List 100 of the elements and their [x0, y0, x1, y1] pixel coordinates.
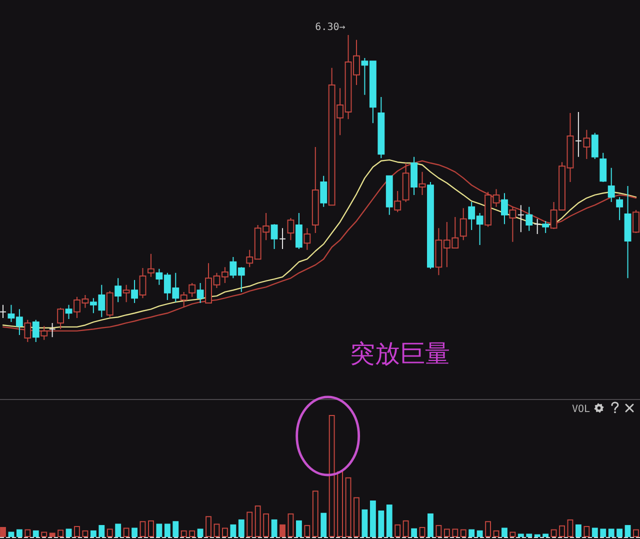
bar — [115, 524, 122, 537]
bar — [140, 521, 146, 537]
bar — [624, 525, 631, 537]
bar — [576, 524, 582, 537]
bar — [271, 519, 278, 537]
candlestick — [148, 253, 154, 278]
bar — [526, 534, 532, 537]
bar — [608, 528, 614, 537]
bar — [74, 526, 80, 537]
bar — [230, 524, 236, 537]
bar — [534, 534, 540, 537]
bar — [214, 524, 220, 537]
candlestick — [575, 112, 582, 158]
bar — [41, 532, 48, 537]
bar — [460, 529, 466, 537]
bar — [238, 519, 244, 537]
bar — [452, 528, 458, 537]
bar — [32, 530, 39, 537]
annotation: 突放巨量 — [350, 339, 450, 368]
candlestick — [402, 162, 410, 203]
candlestick — [287, 217, 294, 241]
bar — [312, 490, 318, 537]
bar — [419, 527, 426, 537]
candlestick — [32, 319, 40, 342]
candlestick — [180, 291, 188, 308]
bar — [172, 521, 179, 537]
bar — [354, 497, 360, 537]
candlestick — [501, 192, 508, 225]
bar — [584, 526, 590, 537]
candlestick — [139, 268, 146, 299]
bar — [436, 525, 442, 537]
bar — [132, 528, 138, 537]
bar — [280, 524, 286, 537]
bar — [559, 525, 565, 537]
bar — [378, 510, 384, 537]
bar — [254, 506, 261, 537]
candlestick — [583, 129, 590, 160]
candlestick — [460, 208, 467, 241]
candlestick — [542, 220, 550, 234]
bar — [180, 530, 187, 537]
bar — [493, 530, 500, 537]
candlestick — [0, 304, 6, 319]
candlestick — [122, 284, 130, 303]
bar — [542, 534, 549, 537]
bar — [98, 525, 105, 537]
bar — [567, 519, 574, 537]
bar — [550, 529, 557, 537]
bar — [222, 528, 228, 537]
bar — [616, 528, 623, 537]
bar — [476, 530, 483, 537]
bar — [156, 524, 162, 537]
bar — [246, 512, 253, 537]
candlestick — [608, 167, 615, 203]
candlestick — [131, 279, 138, 304]
candlestick — [114, 278, 122, 303]
bar — [345, 477, 352, 537]
bar — [0, 527, 6, 537]
bar — [16, 529, 22, 537]
bar — [106, 528, 113, 537]
bar — [206, 516, 212, 537]
bar — [320, 512, 327, 537]
bar — [592, 528, 598, 537]
candlestick — [632, 209, 640, 234]
bar — [49, 532, 56, 537]
candlestick — [410, 156, 418, 196]
bar — [164, 524, 170, 537]
candlestick — [304, 228, 311, 250]
candlestick — [509, 206, 516, 242]
bar — [510, 532, 516, 537]
candlestick — [312, 146, 319, 234]
chart-title: VOL — [572, 404, 590, 415]
bar — [485, 521, 491, 537]
candlestick — [65, 304, 72, 320]
bar — [90, 530, 96, 537]
bar — [633, 529, 639, 537]
candlestick — [378, 96, 385, 159]
candlestick — [386, 175, 393, 216]
bar — [263, 513, 270, 537]
bar — [502, 528, 508, 537]
text: 6.30→ — [315, 22, 346, 33]
candlestick — [295, 212, 302, 250]
candlestick — [517, 204, 524, 233]
bar — [58, 530, 64, 537]
bar — [518, 534, 524, 537]
candlestick — [196, 282, 204, 304]
candlestick — [188, 282, 196, 298]
bar — [82, 530, 88, 537]
candlestick — [591, 132, 598, 160]
candlestick — [279, 228, 286, 250]
bar — [370, 500, 376, 537]
candlestick — [600, 152, 607, 183]
candlestick — [624, 186, 632, 279]
candlestick — [394, 190, 402, 213]
candlestick — [534, 218, 541, 234]
bar — [394, 524, 401, 537]
bar — [328, 415, 335, 537]
candlestick — [526, 206, 533, 232]
bar — [386, 504, 392, 537]
bar — [411, 528, 417, 537]
bar — [288, 513, 294, 537]
